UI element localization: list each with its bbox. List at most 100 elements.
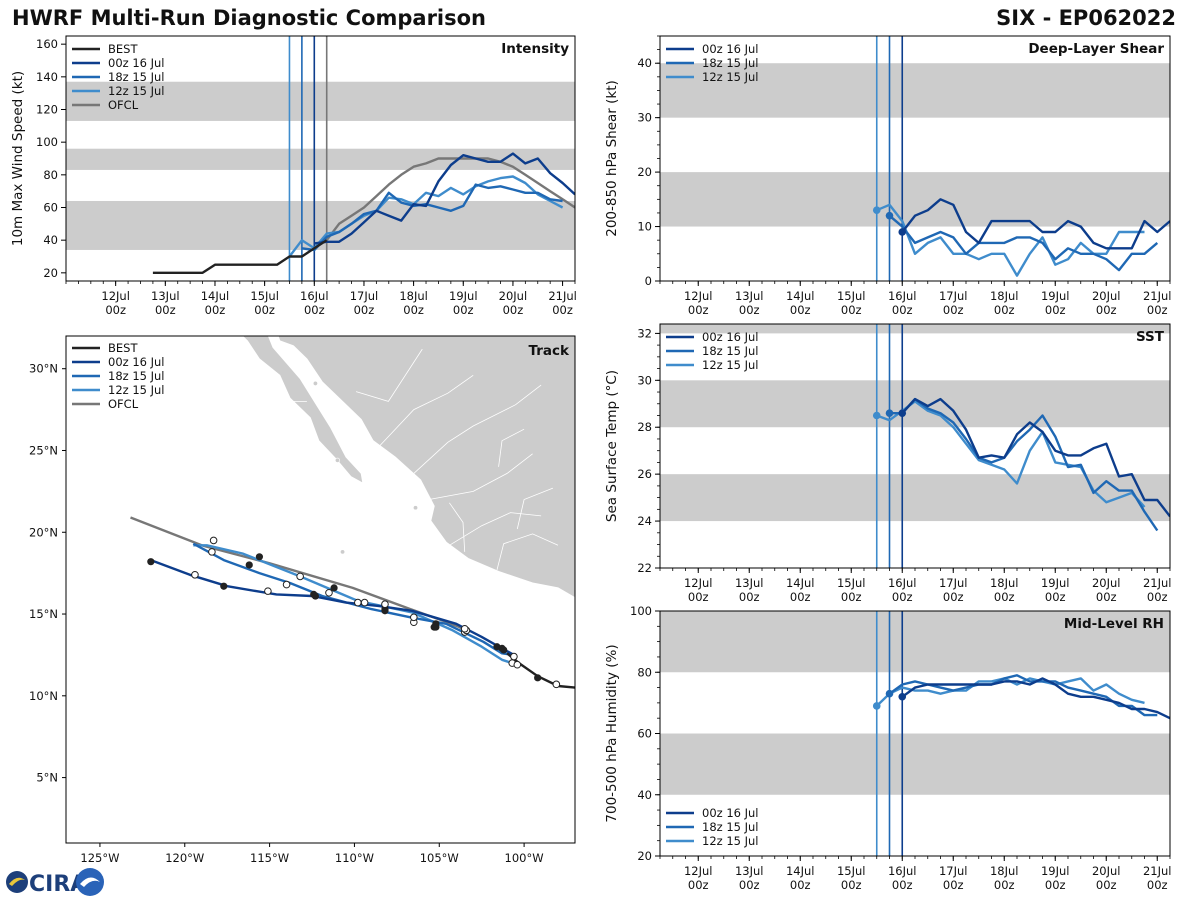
- track-point-open-00z-16-jul: [325, 588, 333, 597]
- rh-xtick-label-date: 12Jul: [684, 864, 713, 878]
- shear-ytick-label: 40: [637, 56, 652, 70]
- rh-ytick-label: 100: [630, 604, 652, 618]
- rh-band-1: [660, 611, 1170, 673]
- track-xtick-label: 100°W: [505, 851, 544, 865]
- shear-init-point-00z-16-jul: [898, 228, 907, 236]
- rh-panel: 2040608010012Jul00z13Jul00z14Jul00z15Jul…: [604, 604, 1172, 892]
- shear-xtick-label-hour: 00z: [994, 303, 1015, 317]
- track-point-00z-16-jul: [147, 558, 155, 566]
- track-ytick-label: 20°N: [29, 525, 58, 539]
- intensity-series-best: [152, 239, 328, 274]
- track-xtick-label: 105°W: [420, 851, 459, 865]
- intensity-series-00z-16-jul: [314, 152, 575, 245]
- sst-ytick-label: 30: [637, 373, 652, 387]
- legend-label-18z-15-jul: 18z 15 Jul: [702, 344, 759, 358]
- sst-xtick-label-date: 12Jul: [684, 576, 713, 590]
- rh-xtick-label-hour: 00z: [688, 878, 709, 892]
- state-border-3: [449, 512, 542, 546]
- shear-series-00z-16-jul: [901, 198, 1170, 250]
- track-point-open-best: [552, 680, 561, 689]
- legend-label-12z-15-jul: 12z 15 Jul: [702, 358, 759, 372]
- intensity-xtick-label-date: 12Jul: [101, 289, 130, 303]
- rh-xtick-label-hour: 00z: [994, 878, 1015, 892]
- intensity-band-1: [66, 148, 575, 170]
- intensity-xtick-label-hour: 00z: [453, 303, 474, 317]
- intensity-xtick-label-hour: 00z: [552, 303, 573, 317]
- sst-xtick-label-date: 17Jul: [939, 576, 968, 590]
- track-point-open-18z-15-jul: [410, 613, 418, 622]
- shear-xtick-label-hour: 00z: [688, 303, 709, 317]
- shear-xtick-label-date: 16Jul: [888, 289, 917, 303]
- intensity-xtick-label-date: 17Jul: [350, 289, 379, 303]
- rh-init-point-18z-15-jul: [885, 689, 894, 698]
- legend-label-00z-16-jul: 00z 16 Jul: [108, 355, 165, 369]
- track-panel: 125°W 120°W 115°W 110°W 105°W 100°W 5°N 10°N 15°…: [29, 335, 576, 865]
- intensity-panel-title: Intensity: [501, 41, 569, 57]
- storm-id-title: SIX - EP062022: [996, 6, 1176, 30]
- state-border-9: [498, 428, 525, 467]
- shear-panel-title: Deep-Layer Shear: [1028, 41, 1164, 57]
- rh-ytick-label: 80: [637, 665, 652, 679]
- intensity-xtick-label-hour: 00z: [155, 303, 176, 317]
- sst-xtick-label-date: 18Jul: [990, 576, 1019, 590]
- shear-ytick-label: 0: [645, 274, 652, 288]
- sst-xtick-label-hour: 00z: [994, 590, 1015, 604]
- intensity-ytick-label: 40: [43, 233, 58, 247]
- legend-label-18z-15-jul: 18z 15 Jul: [108, 70, 165, 84]
- track-point-open-best: [513, 660, 522, 669]
- intensity-ytick-label: 80: [43, 168, 58, 182]
- island-2: [340, 549, 346, 555]
- track-ytick-label: 15°N: [29, 607, 58, 621]
- shear-init-point-12z-15-jul: [872, 206, 881, 215]
- sst-xtick-label-hour: 00z: [943, 590, 964, 604]
- state-border-6: [516, 487, 554, 530]
- sst-xtick-label-hour: 00z: [790, 590, 811, 604]
- rh-panel-title: Mid-Level RH: [1064, 616, 1164, 632]
- shear-xtick-label-hour: 00z: [739, 303, 760, 317]
- rh-xtick-label-date: 20Jul: [1092, 864, 1121, 878]
- track-point-12z-15-jul: [330, 584, 338, 592]
- intensity-ytick-label: 100: [36, 135, 58, 149]
- sst-band-0: [660, 474, 1170, 522]
- island-0: [334, 457, 340, 463]
- track-point-open-18z-15-jul: [209, 536, 218, 545]
- track-xtick-label: 110°W: [335, 851, 374, 865]
- track-point-open-12z-15-jul: [208, 548, 216, 556]
- rh-series-00z-16-jul: [901, 677, 1170, 720]
- shear-ytick-label: 20: [637, 165, 652, 179]
- shear-xtick-label-hour: 00z: [1147, 303, 1168, 317]
- island-3: [413, 505, 419, 511]
- intensity-xtick-label-hour: 00z: [304, 303, 325, 317]
- track-xtick-label: 115°W: [250, 851, 289, 865]
- intensity-xtick-label-date: 18Jul: [399, 289, 428, 303]
- rh-xtick-label-hour: 00z: [790, 878, 811, 892]
- sst-series-12z-15-jul: [876, 400, 1146, 508]
- track-xtick-label: 120°W: [165, 851, 204, 865]
- rh-xtick-label-hour: 00z: [1045, 878, 1066, 892]
- state-border-2: [379, 374, 474, 446]
- rh-xtick-label-hour: 00z: [943, 878, 964, 892]
- rh-xtick-label-date: 13Jul: [735, 864, 764, 878]
- shear-band-1: [660, 63, 1170, 118]
- sst-band-2: [660, 324, 1170, 334]
- sst-xtick-label-date: 19Jul: [1041, 576, 1070, 590]
- rh-ytick-label: 20: [637, 849, 652, 863]
- shear-ylabel: 200-850 hPa Shear (kt): [604, 80, 620, 237]
- cira-logo: CIRA: [6, 868, 104, 897]
- intensity-series-ofcl: [325, 157, 575, 241]
- sst-ylabel: Sea Surface Temp (°C): [604, 370, 620, 522]
- rh-ytick-label: 60: [637, 727, 652, 741]
- intensity-ytick-label: 20: [43, 266, 58, 280]
- rh-xtick-label-date: 14Jul: [786, 864, 815, 878]
- baja-california-landmass: [241, 336, 364, 485]
- sst-init-point-00z-16-jul: [898, 409, 907, 417]
- intensity-xtick-label-hour: 00z: [503, 303, 524, 317]
- rh-xtick-label-hour: 00z: [1096, 878, 1117, 892]
- track-point-00z-16-jul: [381, 607, 389, 615]
- intensity-panel: 2040608010012014016012Jul00z13Jul00z14Ju…: [10, 35, 577, 317]
- state-border-0: [429, 453, 533, 500]
- sst-xtick-label-hour: 00z: [1096, 590, 1117, 604]
- sst-xtick-label-hour: 00z: [1045, 590, 1066, 604]
- rh-ylabel: 700-500 hPa Humidity (%): [604, 644, 620, 822]
- rh-xtick-label-date: 18Jul: [990, 864, 1019, 878]
